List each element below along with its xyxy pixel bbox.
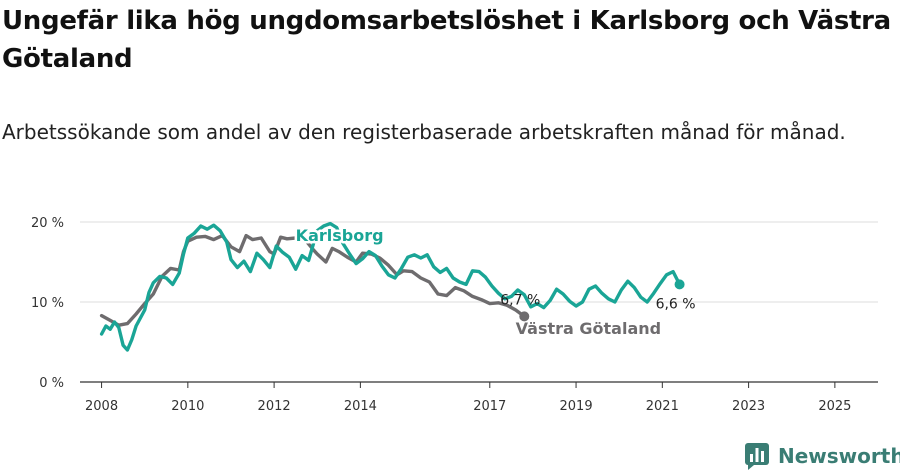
- series-line-vastra-gotaland: [99, 233, 526, 327]
- x-tick-label: 2010: [171, 399, 204, 414]
- x-tick-label: 2008: [85, 399, 118, 414]
- brand-logo: Newsworthy: [744, 441, 900, 471]
- end-value-label-vastra-gotaland: 6,7 %: [500, 292, 540, 308]
- y-tick-label: 10 %: [31, 296, 64, 311]
- x-tick-label: 2021: [646, 399, 679, 414]
- chart-title: Ungefär lika hög ungdomsarbetslöshet i K…: [2, 6, 891, 74]
- end-marker-karlsborg: [674, 279, 685, 290]
- x-tick-label: 2017: [473, 399, 506, 414]
- brand-name: Newsworthy: [778, 444, 900, 468]
- x-tick-label: 2019: [560, 399, 593, 414]
- x-tick-label: 2014: [344, 399, 377, 414]
- y-tick-label: 20 %: [31, 216, 64, 231]
- x-tick-label: 2025: [818, 399, 851, 414]
- end-marker-vastra-gotaland: [519, 311, 530, 322]
- series-label-vastra-gotaland: Västra Götaland: [516, 319, 661, 338]
- y-tick-label: 0 %: [39, 376, 64, 391]
- series-line-karlsborg: [99, 221, 682, 352]
- chart-subtitle: Arbetssökande som andel av den registerb…: [2, 120, 846, 144]
- x-tick-label: 2012: [258, 399, 291, 414]
- series-label-vastra-gotaland-halo: Västra Götaland: [516, 319, 661, 338]
- bar-chart-logo-icon: [745, 443, 769, 470]
- series-label-karlsborg: Karlsborg: [296, 226, 384, 245]
- x-tick-label: 2023: [732, 399, 765, 414]
- end-value-label-karlsborg: 6,6 %: [656, 296, 696, 312]
- series-label-karlsborg-halo: Karlsborg: [296, 226, 384, 245]
